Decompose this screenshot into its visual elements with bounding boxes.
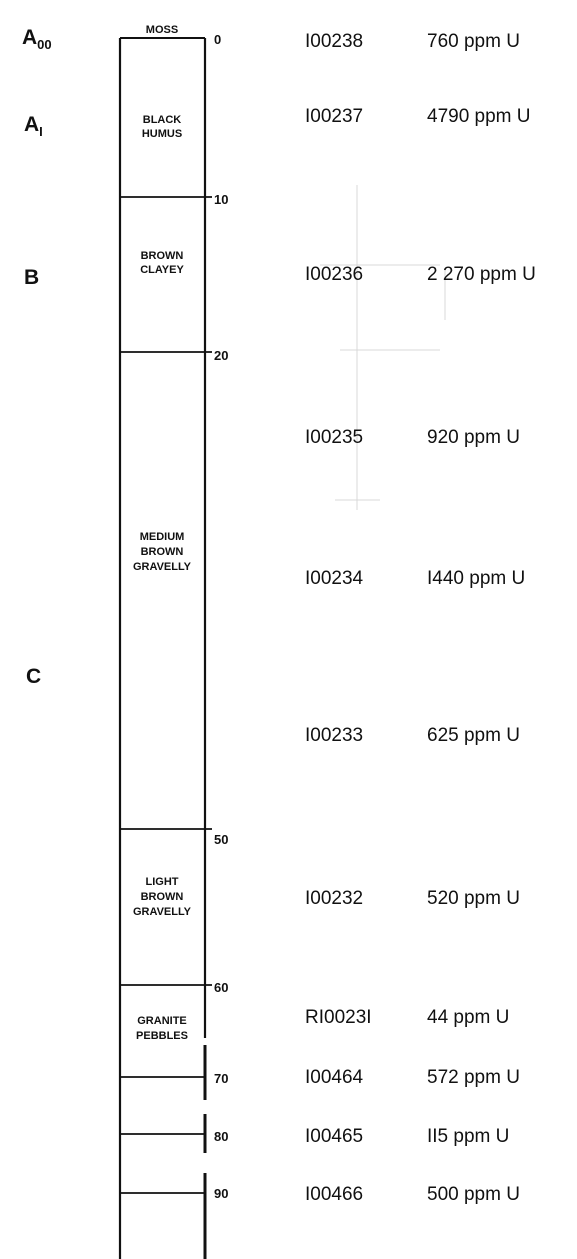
layer-moss: MOSS xyxy=(146,24,178,36)
layer-light-brown-gravelly-line1: LIGHT xyxy=(146,876,179,888)
sample-value: 520 ppm U xyxy=(427,888,520,909)
layer-brown-clayey-line1: BROWN xyxy=(141,250,184,262)
sample-id: I00464 xyxy=(305,1067,364,1088)
layer-granite-pebbles-line1: GRANITE xyxy=(137,1015,187,1027)
layer-medium-brown-gravelly-line3: GRAVELLY xyxy=(133,561,192,573)
sample-value: 572 ppm U xyxy=(427,1067,520,1088)
depth-label-70: 70 xyxy=(214,1071,228,1086)
sample-id: I00466 xyxy=(305,1184,363,1205)
sample-id: I00233 xyxy=(305,725,363,746)
layer-medium-brown-gravelly-line2: BROWN xyxy=(141,546,184,558)
horizon-label-b: B xyxy=(24,266,39,289)
sample-id: I00465 xyxy=(305,1126,363,1147)
layer-medium-brown-gravelly-line1: MEDIUM xyxy=(140,531,185,543)
layer-black-humus-line2: HUMUS xyxy=(142,128,182,140)
sample-value: 920 ppm U xyxy=(427,427,520,448)
sample-value: I440 ppm U xyxy=(427,568,525,589)
depth-label-20: 20 xyxy=(214,348,228,363)
sample-value: 625 ppm U xyxy=(427,725,520,746)
sample-value: 4790 ppm U xyxy=(427,106,531,127)
sample-value: 500 ppm U xyxy=(427,1184,520,1205)
horizon-label-a00: A00 xyxy=(22,26,52,52)
layer-black-humus-line1: BLACK xyxy=(143,114,182,126)
layer-light-brown-gravelly-line3: GRAVELLY xyxy=(133,906,192,918)
depth-label-90: 90 xyxy=(214,1186,228,1201)
sample-id: I00234 xyxy=(305,568,364,589)
sample-value: 44 ppm U xyxy=(427,1007,509,1028)
depth-scale: 0 10 20 50 60 70 80 90 xyxy=(214,32,228,1201)
sample-value: 2 270 ppm U xyxy=(427,264,536,285)
sample-id: I00237 xyxy=(305,106,363,127)
sample-id: I00235 xyxy=(305,427,363,448)
depth-label-80: 80 xyxy=(214,1129,228,1144)
depth-label-10: 10 xyxy=(214,192,228,207)
sample-id: RI0023I xyxy=(305,1007,372,1028)
depth-label-50: 50 xyxy=(214,832,228,847)
layer-names: MOSS BLACK HUMUS BROWN CLAYEY MEDIUM BRO… xyxy=(133,24,192,1042)
bleed-through-marks xyxy=(320,185,446,510)
sample-id: I00232 xyxy=(305,888,363,909)
horizon-label-c: C xyxy=(26,665,41,688)
depth-label-0: 0 xyxy=(214,32,221,47)
sample-id: I00236 xyxy=(305,264,363,285)
layer-brown-clayey-line2: CLAYEY xyxy=(140,264,184,276)
sample-id: I00238 xyxy=(305,31,363,52)
profile-column xyxy=(118,37,212,1259)
horizon-labels: A00 AI B C xyxy=(22,26,52,688)
depth-label-60: 60 xyxy=(214,980,228,995)
layer-light-brown-gravelly-line2: BROWN xyxy=(141,891,184,903)
sample-value: II5 ppm U xyxy=(427,1126,509,1147)
layer-granite-pebbles-line2: PEBBLES xyxy=(136,1030,188,1042)
sample-value: 760 ppm U xyxy=(427,31,520,52)
horizon-label-a1: AI xyxy=(24,113,43,139)
sample-table: I00238 760 ppm U I00237 4790 ppm U I0023… xyxy=(305,31,536,1205)
